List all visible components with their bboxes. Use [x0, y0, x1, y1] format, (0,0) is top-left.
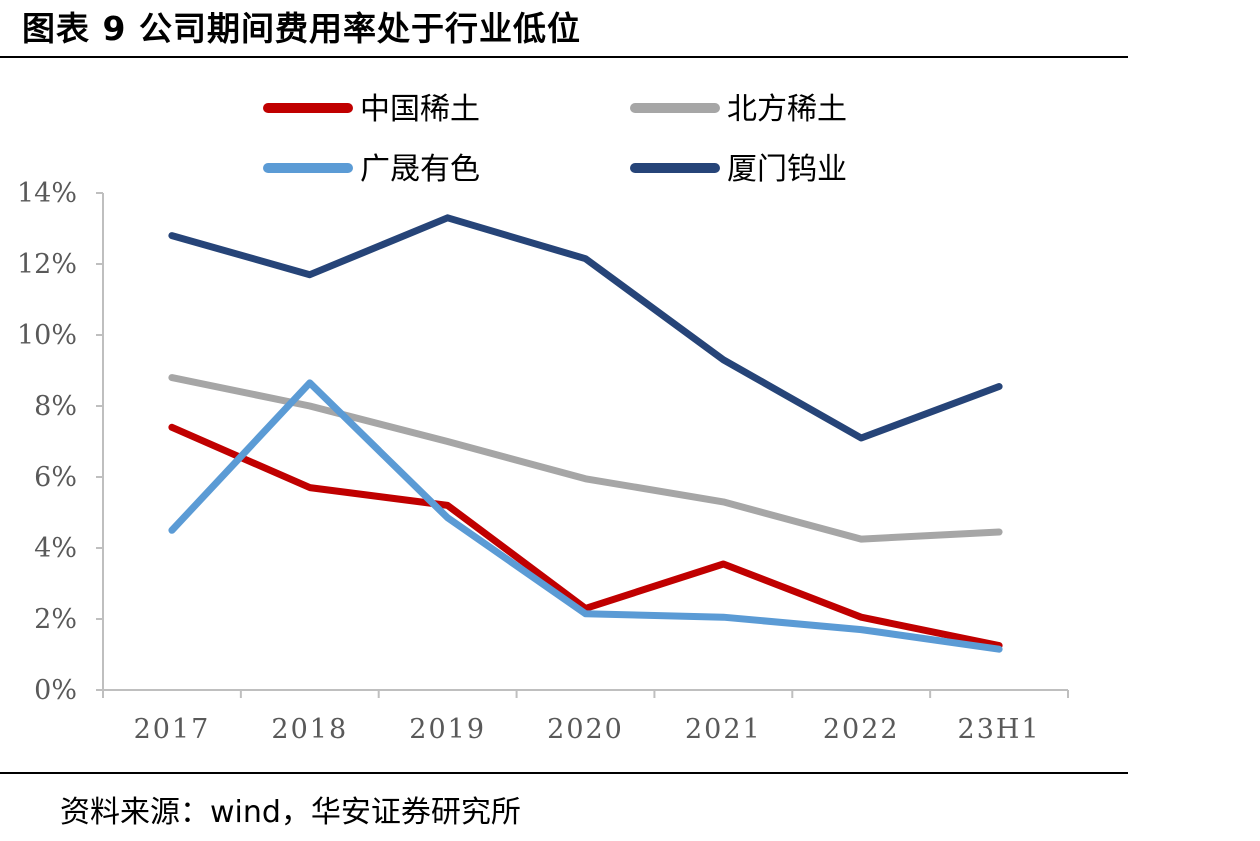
y-tick-label: 10%	[17, 320, 77, 351]
series-line-4	[168, 214, 1003, 442]
y-tick-label: 4%	[34, 533, 77, 564]
x-tick-label: 2019	[409, 714, 486, 745]
y-tick-label: 8%	[34, 391, 77, 422]
y-tick-label: 14%	[17, 178, 77, 209]
legend-label: 广晟有色	[360, 152, 480, 187]
source-note: 资料来源：wind，华安证券研究所	[60, 795, 521, 830]
x-tick-label: 2017	[134, 714, 211, 745]
legend-label: 厦门钨业	[727, 152, 847, 187]
x-tick-label: 2022	[823, 714, 900, 745]
chart-title: 图表 9 公司期间费用率处于行业低位	[22, 9, 581, 48]
legend-label: 中国稀土	[360, 92, 480, 127]
x-tick-label: 23H1	[958, 714, 1041, 745]
y-tick-label: 6%	[34, 462, 77, 493]
y-tick-label: 12%	[17, 249, 77, 280]
axes: 0% 2% 4% 6% 8% 10% 12% 14% 2017 2018 2019 2020 2021 2…	[17, 178, 1069, 745]
series-line-2	[168, 374, 1003, 543]
series-line-3	[168, 379, 1003, 653]
series-line-1	[168, 423, 1003, 650]
series-lines	[168, 214, 1003, 653]
title-divider	[0, 56, 1128, 58]
legend-label: 北方稀土	[727, 92, 847, 127]
y-tick-label: 2%	[34, 604, 77, 635]
x-tick-label: 2018	[271, 714, 348, 745]
source-divider	[0, 772, 1128, 774]
y-tick-label: 0%	[34, 675, 77, 706]
x-tick-label: 2020	[547, 714, 624, 745]
x-tick-label: 2021	[685, 714, 762, 745]
